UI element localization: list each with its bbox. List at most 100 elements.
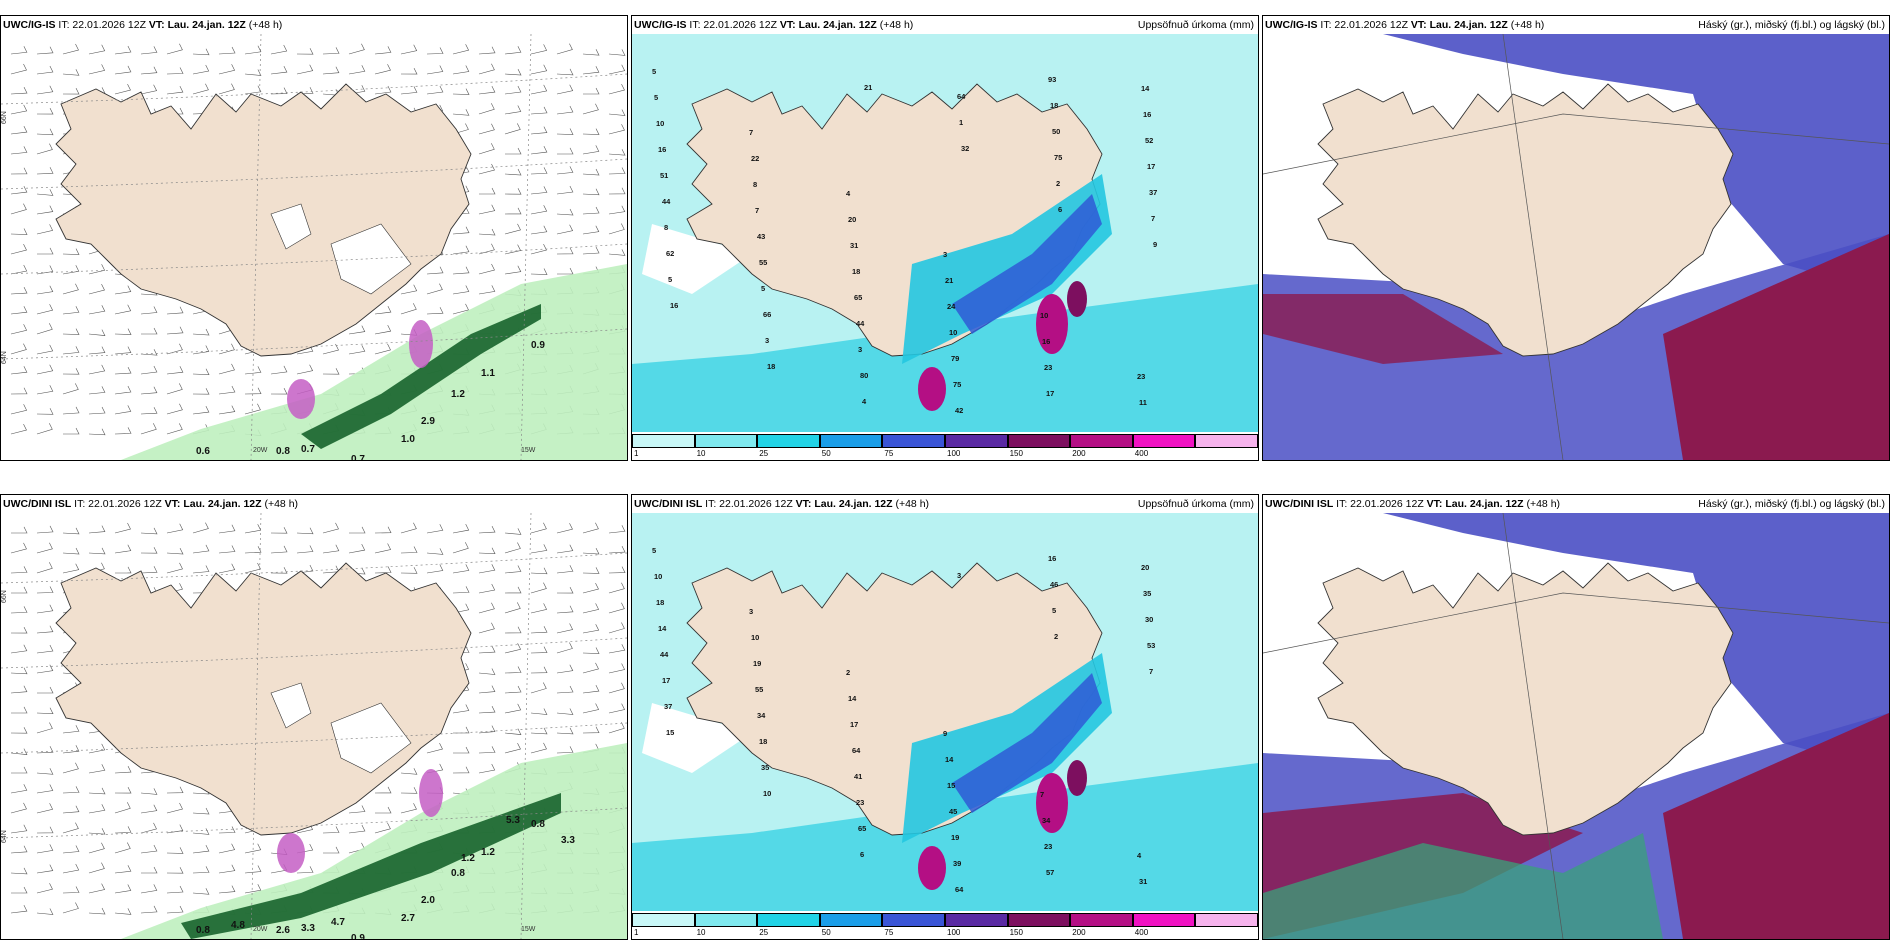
wind-barb	[400, 303, 417, 315]
wind-barb	[36, 423, 53, 435]
wind-barb	[62, 328, 80, 335]
precip-value-label: 3	[749, 607, 753, 616]
wind-barb	[244, 69, 262, 76]
wind-barb	[88, 406, 106, 415]
wind-barb	[582, 703, 600, 714]
wind-barb	[10, 748, 28, 755]
precip-value-label: 75	[953, 380, 961, 389]
wind-barb	[114, 765, 132, 774]
wind-barb	[530, 44, 548, 55]
colorbar-tick: 25	[759, 449, 769, 458]
panel-header: UWC/DINI ISL IT: 22.01.2026 12Z VT: Lau.…	[1, 495, 627, 513]
wind-barb	[582, 582, 599, 594]
init-time: IT: 22.01.2026 12Z	[705, 498, 793, 510]
precip-value-label: 18	[767, 362, 775, 371]
wind-barb	[114, 842, 131, 854]
precip-value-label: 19	[753, 659, 761, 668]
wind-barb	[36, 247, 54, 255]
wind-barb	[322, 522, 339, 534]
precip-value-label: 2	[846, 668, 850, 677]
wind-barb	[62, 822, 79, 834]
gust-label: 2.9	[421, 416, 435, 427]
wind-barb	[10, 766, 28, 774]
precip-value-label: 4	[1137, 851, 1142, 860]
wind-barb	[62, 762, 79, 774]
wind-barb	[11, 886, 28, 894]
precip-value-label: 80	[860, 371, 868, 380]
wind-barb	[270, 387, 288, 395]
wind-barb	[452, 303, 469, 315]
wind-barb	[218, 83, 235, 95]
wind-barb	[582, 547, 600, 555]
precip-value-label: 41	[854, 772, 862, 781]
grid-label: 20W	[253, 447, 268, 454]
wind-barb	[244, 45, 262, 55]
wind-barb	[582, 522, 599, 534]
precip-value-label: 16	[670, 301, 678, 310]
colorbar-swatch	[882, 913, 945, 927]
wind-barb	[374, 46, 392, 55]
colorbar-tick: 75	[884, 449, 894, 458]
wind-barb	[556, 128, 574, 135]
lead-time: (+48 h)	[879, 19, 914, 31]
wind-barb	[88, 883, 106, 894]
wind-barb	[192, 844, 210, 854]
wind-barb	[114, 304, 132, 315]
wind-barb	[36, 586, 54, 594]
dry-area	[642, 703, 752, 773]
valid-time: Lau. 24.jan. 12Z	[1445, 498, 1524, 510]
wind-barb	[36, 784, 54, 794]
wind-barb	[374, 324, 392, 335]
wind-barb	[114, 405, 132, 415]
wind-barb	[36, 746, 54, 754]
wind-barb	[478, 263, 495, 275]
wind-barb	[88, 264, 106, 275]
wind-barb	[478, 746, 496, 754]
colorbar-swatch	[819, 434, 883, 448]
precip-value-label: 21	[864, 83, 872, 92]
precip-value-label: 3	[858, 345, 862, 354]
wind-barb	[530, 727, 548, 735]
wind-barb	[270, 44, 288, 55]
precip-value-label: 64	[957, 92, 966, 101]
wind-barb	[582, 726, 600, 734]
glacier	[270, 682, 312, 729]
valid-time-label: VT:	[164, 498, 181, 510]
precip-value-label: 64	[955, 885, 964, 894]
fir-boundary	[1502, 34, 1564, 460]
wind-barb	[10, 423, 27, 435]
colorbar-tick: 1	[634, 928, 639, 937]
wind-barb	[530, 682, 547, 694]
precip-extreme	[1067, 281, 1087, 317]
wind-barb	[452, 285, 470, 295]
wind-barb	[218, 843, 236, 854]
precip-value-label: 14	[1141, 84, 1150, 93]
wind-barb	[10, 586, 28, 594]
init-time: IT: 22.01.2026 12Z	[58, 19, 146, 31]
precip-value-label: 14	[945, 755, 954, 764]
gust-band-light	[121, 743, 627, 939]
wind-barb	[452, 226, 470, 235]
wind-barb	[478, 525, 496, 534]
wind-barb	[62, 368, 80, 375]
precip-value-label: 10	[763, 789, 771, 798]
precip-value-label: 55	[759, 258, 767, 267]
mid-cloud-area	[1663, 713, 1889, 939]
precip-value-label: 16	[1042, 337, 1050, 346]
colorbar-swatch	[694, 913, 758, 927]
wind-barb	[10, 867, 28, 875]
wind-barb	[62, 886, 80, 894]
wind-barb	[114, 865, 132, 874]
wind-barb	[426, 548, 444, 555]
wind-barb	[504, 105, 522, 115]
wind-barb	[348, 805, 366, 814]
precip-value-label: 8	[753, 180, 757, 189]
wind-barb	[556, 544, 574, 554]
high-cloud-area	[1383, 34, 1889, 294]
wind-barb	[556, 105, 574, 115]
precip-value-label: 52	[1145, 136, 1153, 145]
colorbar-swatch	[1070, 913, 1133, 927]
colorbar-tick: 150	[1009, 449, 1023, 458]
wind-barb	[114, 366, 132, 375]
precip-panel-dini: UWC/DINI ISL IT: 22.01.2026 12Z VT: Lau.…	[631, 494, 1259, 940]
